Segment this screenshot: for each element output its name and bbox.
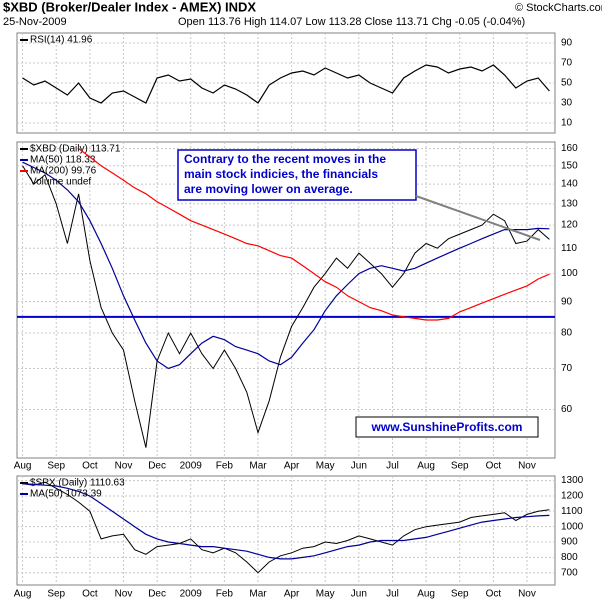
annotation-arrow <box>415 195 541 241</box>
y-tick-label: 110 <box>561 243 577 254</box>
y-tick-label: 100 <box>561 268 578 279</box>
annotation-text: are moving lower on average. <box>184 182 353 196</box>
x-tick-label: 2009 <box>180 461 203 472</box>
x-tick-label: Nov <box>518 461 536 472</box>
y-tick-label: 50 <box>561 78 573 89</box>
y-tick-label: 160 <box>561 143 578 154</box>
x-tick-label: Aug <box>14 589 32 600</box>
legend-label: MA(200) 99.76 <box>30 166 97 177</box>
x-tick-label: Sep <box>451 461 469 472</box>
series-line <box>78 148 550 321</box>
y-tick-label: 140 <box>561 179 578 190</box>
y-tick-label: 90 <box>561 38 573 49</box>
series-line <box>22 165 550 448</box>
date: 25-Nov-2009 <box>3 16 67 28</box>
annotation-text: main stock indicies, the financials <box>184 167 378 181</box>
y-tick-label: 120 <box>561 220 578 231</box>
series-line <box>22 64 550 104</box>
y-tick-label: 70 <box>561 58 573 69</box>
series-line <box>22 161 550 370</box>
x-tick-label: Dec <box>148 589 166 600</box>
x-tick-label: Mar <box>249 589 267 600</box>
legend-label: Volume undef <box>30 177 91 188</box>
source: © StockCharts.com <box>515 2 602 14</box>
y-tick-label: 130 <box>561 198 578 209</box>
x-tick-label: Nov <box>518 589 536 600</box>
y-tick-label: 80 <box>561 328 573 339</box>
x-tick-label: May <box>316 461 335 472</box>
x-tick-label: Oct <box>82 589 98 600</box>
symbol-title: $XBD (Broker/Dealer Index - AMEX) INDX <box>3 0 256 14</box>
x-tick-label: Jul <box>386 589 399 600</box>
x-tick-label: Apr <box>284 461 300 472</box>
y-tick-label: 150 <box>561 160 578 171</box>
x-tick-label: Jun <box>351 461 367 472</box>
x-tick-label: Aug <box>14 461 32 472</box>
y-tick-label: 700 <box>561 567 578 578</box>
series-line <box>22 481 550 574</box>
x-tick-label: Apr <box>284 589 300 600</box>
x-tick-label: Oct <box>82 461 98 472</box>
x-tick-label: Sep <box>47 589 65 600</box>
x-tick-label: Oct <box>486 461 502 472</box>
x-tick-label: Aug <box>417 589 435 600</box>
watermark: www.SunshineProfits.com <box>371 420 523 434</box>
x-tick-label: Feb <box>216 589 234 600</box>
x-tick-label: Sep <box>451 589 469 600</box>
y-tick-label: 60 <box>561 404 573 415</box>
legend-label: MA(50) 118.33 <box>30 155 96 166</box>
y-tick-label: 1200 <box>561 491 584 502</box>
x-tick-label: 2009 <box>180 589 203 600</box>
x-tick-label: Jun <box>351 589 367 600</box>
y-tick-label: 1000 <box>561 521 584 532</box>
x-tick-label: Feb <box>216 461 234 472</box>
x-tick-label: Jul <box>386 461 399 472</box>
annotation-box <box>177 149 417 201</box>
y-tick-label: 30 <box>561 98 573 109</box>
annotation-text: Contrary to the recent moves in the <box>184 152 386 166</box>
x-tick-label: Aug <box>417 461 435 472</box>
x-tick-label: Nov <box>115 589 133 600</box>
x-tick-label: May <box>316 589 335 600</box>
legend-label: RSI(14) 41.96 <box>30 35 93 46</box>
plot-frame <box>16 475 556 586</box>
y-tick-label: 10 <box>561 118 573 129</box>
y-tick-label: 800 <box>561 552 578 563</box>
x-tick-label: Sep <box>47 461 65 472</box>
x-tick-label: Nov <box>115 461 133 472</box>
y-tick-label: 70 <box>561 363 573 374</box>
x-tick-label: Oct <box>486 589 502 600</box>
series-line <box>22 483 550 560</box>
quote: Open 113.76 High 114.07 Low 113.28 Close… <box>178 16 525 28</box>
legend-label: $XBD (Daily) 113.71 <box>30 144 121 155</box>
y-tick-label: 90 <box>561 296 573 307</box>
legend-label: MA(50) 1073.39 <box>30 489 102 500</box>
legend-label: $SPX (Daily) 1110.63 <box>30 478 125 489</box>
watermark-box <box>355 416 539 438</box>
y-tick-label: 1300 <box>561 475 584 486</box>
x-tick-label: Dec <box>148 461 166 472</box>
y-tick-label: 1100 <box>561 506 583 517</box>
y-tick-label: 900 <box>561 537 578 548</box>
x-tick-label: Mar <box>249 461 267 472</box>
